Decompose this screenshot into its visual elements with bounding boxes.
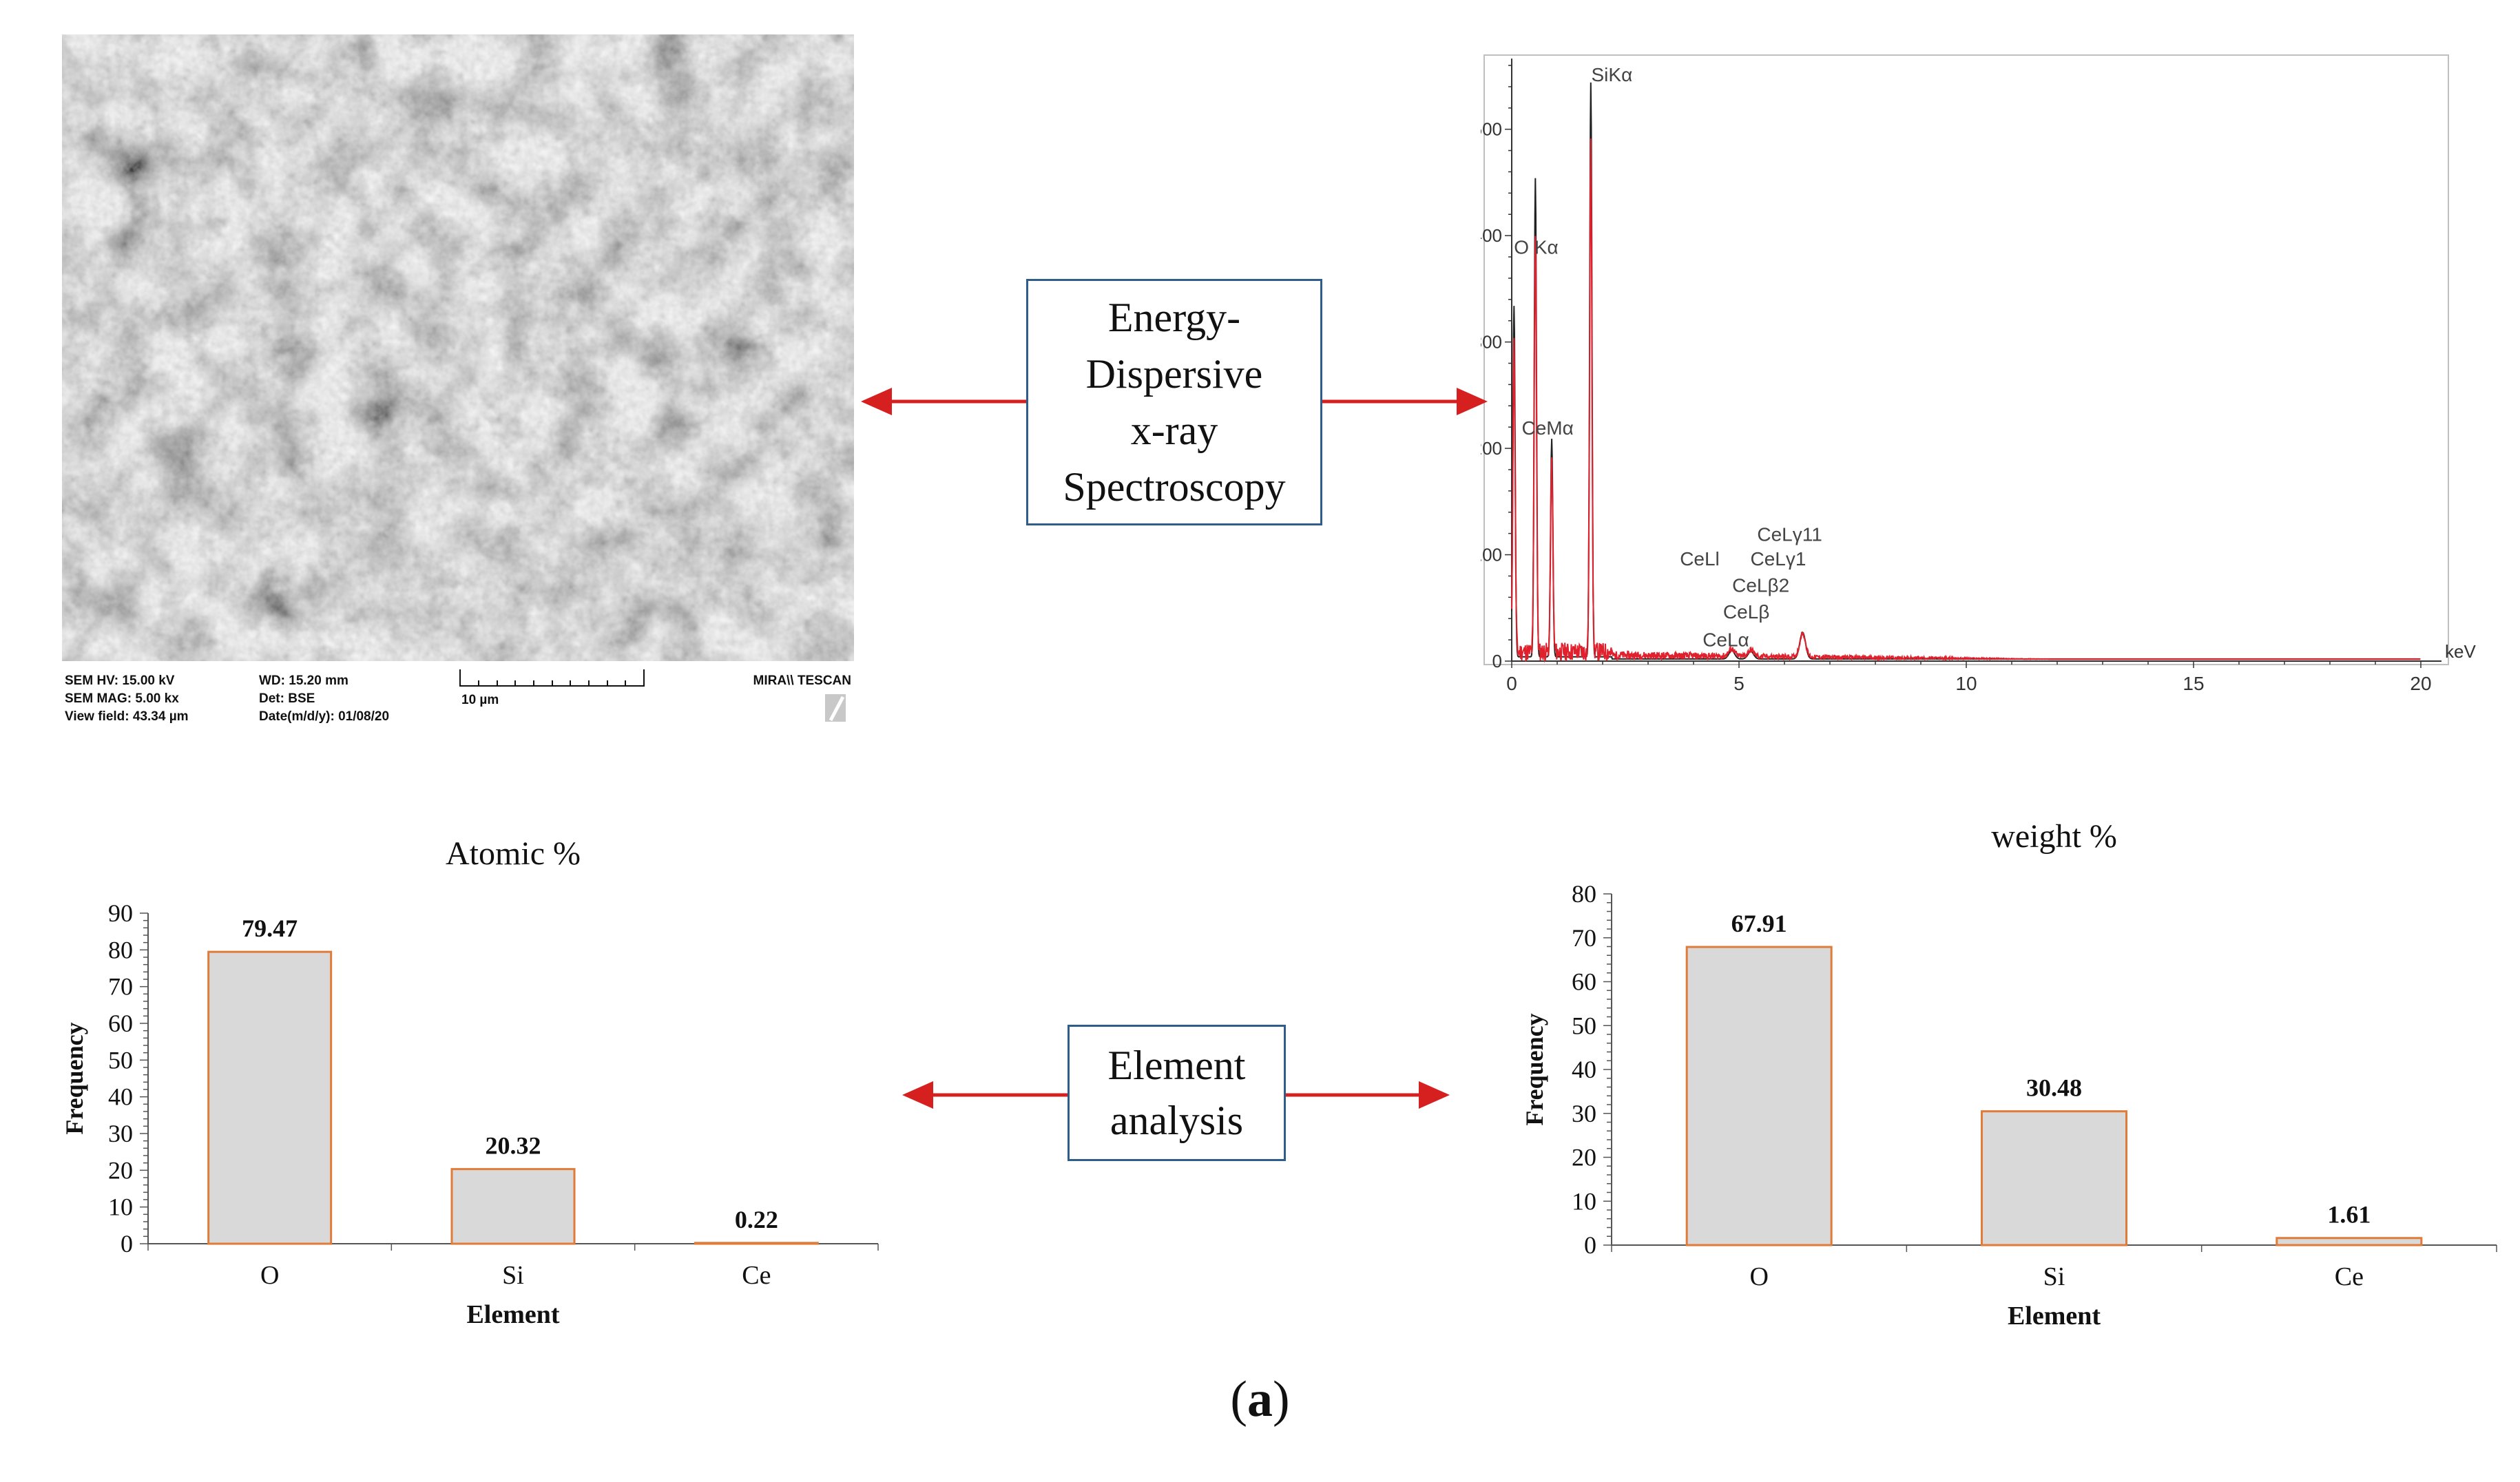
- spectrum-annotation: CeLα: [1702, 629, 1749, 650]
- sem-date-label: Date(m/d/y): 01/08/20: [259, 709, 389, 724]
- y-tick-label: 60: [1572, 968, 1596, 996]
- element-label-line-2: analysis: [1110, 1098, 1244, 1143]
- bar-si: [450, 1168, 576, 1245]
- spectrum-x-tick-label: 15: [2183, 673, 2204, 694]
- x-tick-label: O: [260, 1261, 279, 1290]
- bar-si: [1981, 1110, 2127, 1246]
- spectrum-x-tick-label: 10: [1955, 673, 1977, 694]
- x-tick-label: Ce: [742, 1261, 771, 1290]
- sem-mag-label: SEM MAG: 5.00 kx: [65, 691, 179, 706]
- spectrum-x-tick-label: 0: [1506, 673, 1517, 694]
- x-tick-label: Si: [2043, 1262, 2065, 1291]
- y-tick-label: 20: [108, 1156, 133, 1184]
- y-tick-label: 60: [108, 1010, 133, 1037]
- y-axis-label: Frequency: [1521, 1013, 1548, 1125]
- spectrum-x-tick-label: 20: [2410, 673, 2431, 694]
- edx-label-box: Energy- Dispersive x-ray Spectroscopy: [1026, 279, 1322, 525]
- spectrum-annotation: CeLl: [1680, 548, 1720, 570]
- weight-chart-panel: weight % 0 10 20 30 40 50 60 70 80 67.91 O 30.48 Si 1.…: [1501, 813, 2507, 1350]
- element-label-line-1: Element: [1107, 1043, 1246, 1088]
- bar-o: [1685, 946, 1833, 1246]
- y-tick-label: 10: [1572, 1187, 1596, 1215]
- x-axis-label: Element: [466, 1300, 559, 1329]
- sem-scale-label: 10 µm: [461, 693, 499, 707]
- spectrum-annotation: O Kα: [1514, 236, 1558, 258]
- chart-title: weight %: [1991, 818, 2117, 855]
- sem-wd-label: WD: 15.20 mm: [259, 674, 348, 688]
- sem-micrograph: SEM HV: 15.00 kV SEM MAG: 5.00 kx View f…: [62, 34, 854, 737]
- spectrum-annotation: CeLγ1: [1751, 548, 1806, 570]
- y-tick-label: 80: [1572, 880, 1596, 908]
- figure-caption: (a): [1230, 1371, 1290, 1428]
- edx-label-line-2: Dispersive: [1085, 351, 1263, 397]
- y-tick-label: 80: [108, 936, 133, 963]
- bar-ce: [694, 1242, 819, 1245]
- y-tick-label: 40: [1572, 1056, 1596, 1083]
- bar-value-label: 67.91: [1731, 910, 1787, 937]
- spectrum-x-axis-label: keV: [2445, 641, 2476, 662]
- bar-ce: [2276, 1237, 2423, 1246]
- y-tick-label: 20: [1572, 1144, 1596, 1171]
- bar-value-label: 0.22: [735, 1206, 778, 1233]
- spectrum-annotation: SiKα: [1592, 64, 1633, 85]
- edx-label-line-3: x-ray: [1130, 408, 1218, 453]
- weight-percent-chart: weight % 0 10 20 30 40 50 60 70 80 67.91 O 30.48 Si 1.…: [1521, 818, 2497, 1330]
- sem-det-label: Det: BSE: [259, 691, 315, 706]
- bar-o: [207, 950, 333, 1245]
- y-tick-label: 0: [121, 1230, 133, 1257]
- bar-value-label: 1.61: [2327, 1201, 2371, 1229]
- spectrum-y-tick-label: 0: [1492, 651, 1502, 671]
- y-tick-label: 30: [1572, 1100, 1596, 1127]
- x-axis-label: Element: [2008, 1302, 2101, 1330]
- y-tick-label: 0: [1584, 1231, 1596, 1259]
- y-tick-label: 30: [108, 1120, 133, 1147]
- edx-label-line-4: Spectroscopy: [1063, 464, 1286, 510]
- atomic-percent-chart: Atomic % 0 10 20 30 40 50 60 70 80 90 79.47 O 20.32 Si…: [61, 835, 879, 1329]
- sem-hv-label: SEM HV: 15.00 kV: [65, 674, 175, 688]
- x-tick-label: Ce: [2335, 1262, 2364, 1291]
- y-tick-label: 50: [108, 1046, 133, 1074]
- x-tick-label: Si: [502, 1261, 524, 1290]
- sem-view-label: View field: 43.34 µm: [65, 709, 189, 724]
- edx-label-line-1: Energy-: [1107, 295, 1241, 340]
- sem-logo-icon: [825, 694, 846, 722]
- bar-value-label: 30.48: [2026, 1074, 2082, 1102]
- y-tick-label: 70: [108, 973, 133, 1001]
- caption-letter: a: [1247, 1371, 1273, 1428]
- y-axis-label: Frequency: [61, 1022, 88, 1134]
- atomic-chart-panel: Atomic % 0 10 20 30 40 50 60 70 80 90 79.47 O 20.32 Si…: [41, 826, 937, 1350]
- chart-title: Atomic %: [446, 835, 581, 872]
- spectrum-annotation: CeLγ11: [1757, 523, 1822, 545]
- y-tick-label: 90: [108, 899, 133, 927]
- spectrum-annotation: CeLβ: [1723, 601, 1769, 623]
- bar-value-label: 79.47: [242, 915, 298, 942]
- spectrum-x-tick-label: 5: [1733, 673, 1745, 694]
- spectrum-annotation: CeMα: [1522, 417, 1574, 439]
- y-tick-label: 50: [1572, 1012, 1596, 1039]
- y-tick-label: 40: [108, 1083, 133, 1111]
- spectrum-annotation: CeLβ2: [1732, 575, 1789, 596]
- element-analysis-box: Element analysis: [1068, 1025, 1286, 1161]
- sem-micrograph-panel: SEM HV: 15.00 kV SEM MAG: 5.00 kx View f…: [62, 34, 854, 737]
- y-tick-label: 10: [108, 1193, 133, 1221]
- spectrum-line-red: [1511, 138, 2421, 663]
- x-tick-label: O: [1749, 1262, 1768, 1291]
- sem-scale-bar: [459, 669, 645, 687]
- bar-value-label: 20.32: [486, 1132, 541, 1160]
- y-tick-label: 70: [1572, 924, 1596, 952]
- sem-brand-label: MIRA\\ TESCAN: [753, 674, 852, 688]
